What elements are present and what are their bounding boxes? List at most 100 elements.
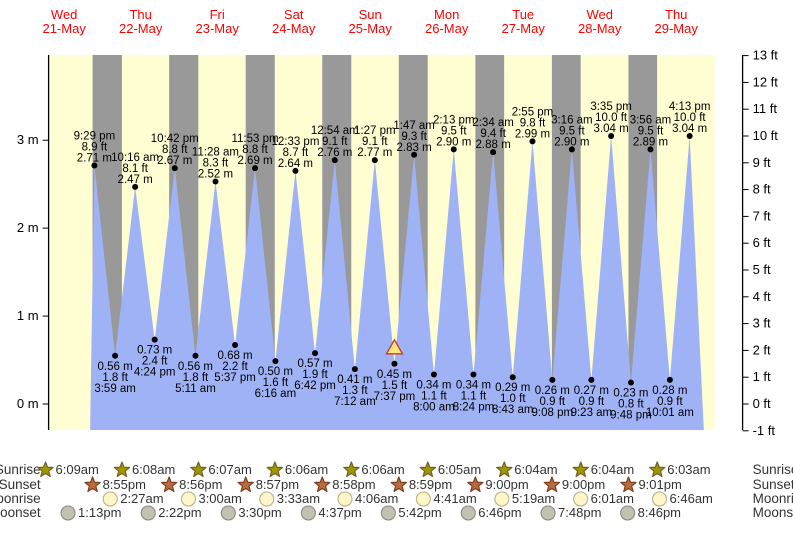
svg-text:6 ft: 6 ft bbox=[753, 235, 771, 250]
svg-text:2.88 m: 2.88 m bbox=[476, 139, 511, 151]
svg-text:7:37 pm: 7:37 pm bbox=[374, 391, 416, 403]
svg-text:3 ft: 3 ft bbox=[753, 316, 771, 331]
svg-text:26-May: 26-May bbox=[425, 21, 469, 36]
svg-text:1:13pm: 1:13pm bbox=[78, 505, 121, 520]
svg-text:6:04am: 6:04am bbox=[514, 462, 557, 477]
svg-text:7:48pm: 7:48pm bbox=[558, 505, 601, 520]
svg-text:6:46am: 6:46am bbox=[670, 491, 713, 506]
svg-text:4:24 pm: 4:24 pm bbox=[134, 367, 176, 379]
svg-text:3:33am: 3:33am bbox=[277, 491, 320, 506]
svg-text:2.76 m: 2.76 m bbox=[317, 147, 352, 159]
svg-text:5 ft: 5 ft bbox=[753, 262, 771, 277]
svg-text:3.04 m: 3.04 m bbox=[672, 123, 707, 135]
svg-text:Sunset: Sunset bbox=[0, 477, 41, 492]
svg-text:2.89 m: 2.89 m bbox=[633, 136, 668, 148]
svg-text:2.52 m: 2.52 m bbox=[198, 169, 233, 181]
svg-text:3:59 am: 3:59 am bbox=[94, 383, 136, 395]
svg-text:24-May: 24-May bbox=[272, 21, 316, 36]
svg-text:3.04 m: 3.04 m bbox=[594, 123, 629, 135]
svg-text:9:01pm: 9:01pm bbox=[638, 477, 681, 492]
svg-text:12 ft: 12 ft bbox=[753, 74, 779, 89]
svg-text:8:59pm: 8:59pm bbox=[409, 477, 452, 492]
svg-text:Sat: Sat bbox=[284, 7, 304, 22]
svg-text:2.90 m: 2.90 m bbox=[554, 136, 589, 148]
svg-text:22-May: 22-May bbox=[119, 21, 163, 36]
svg-text:2.83 m: 2.83 m bbox=[397, 142, 432, 154]
svg-text:Thu: Thu bbox=[129, 7, 151, 22]
svg-text:8:00 am: 8:00 am bbox=[413, 402, 455, 414]
svg-text:7 ft: 7 ft bbox=[753, 208, 771, 223]
svg-text:9:08 pm: 9:08 pm bbox=[532, 407, 574, 419]
svg-text:2.47 m: 2.47 m bbox=[118, 174, 153, 186]
svg-text:8:55pm: 8:55pm bbox=[103, 477, 146, 492]
svg-text:8:56pm: 8:56pm bbox=[179, 477, 222, 492]
svg-text:5:42pm: 5:42pm bbox=[398, 505, 441, 520]
svg-text:5:19am: 5:19am bbox=[512, 491, 555, 506]
svg-text:10:01 am: 10:01 am bbox=[646, 407, 694, 419]
svg-text:Moonset: Moonset bbox=[753, 505, 793, 520]
svg-text:2 ft: 2 ft bbox=[753, 342, 771, 357]
svg-text:6:08am: 6:08am bbox=[132, 462, 175, 477]
svg-text:2.71 m: 2.71 m bbox=[77, 152, 112, 164]
svg-text:13 ft: 13 ft bbox=[753, 48, 779, 63]
svg-text:0 m: 0 m bbox=[17, 396, 39, 411]
svg-text:8:46pm: 8:46pm bbox=[638, 505, 681, 520]
svg-text:9:23 am: 9:23 am bbox=[571, 407, 613, 419]
svg-text:3:30pm: 3:30pm bbox=[238, 505, 281, 520]
svg-text:9:00pm: 9:00pm bbox=[485, 477, 528, 492]
svg-text:6:06am: 6:06am bbox=[361, 462, 404, 477]
svg-text:Sunrise: Sunrise bbox=[0, 462, 41, 477]
svg-text:4:06am: 4:06am bbox=[355, 491, 398, 506]
svg-text:25-May: 25-May bbox=[349, 21, 393, 36]
svg-text:6:46pm: 6:46pm bbox=[478, 505, 521, 520]
svg-text:6:09am: 6:09am bbox=[56, 462, 99, 477]
svg-text:Mon: Mon bbox=[434, 7, 459, 22]
svg-text:3 m: 3 m bbox=[17, 132, 39, 147]
svg-text:Fri: Fri bbox=[210, 7, 225, 22]
svg-text:Moonrise: Moonrise bbox=[0, 491, 41, 506]
svg-text:2:22pm: 2:22pm bbox=[158, 505, 201, 520]
svg-text:3:00am: 3:00am bbox=[198, 491, 241, 506]
svg-text:2.77 m: 2.77 m bbox=[357, 147, 392, 159]
svg-text:8 ft: 8 ft bbox=[753, 182, 771, 197]
svg-text:1 ft: 1 ft bbox=[753, 369, 771, 384]
svg-text:-1 ft: -1 ft bbox=[753, 423, 776, 438]
svg-text:8:43 am: 8:43 am bbox=[492, 404, 534, 416]
svg-text:4 ft: 4 ft bbox=[753, 289, 771, 304]
svg-text:1 m: 1 m bbox=[17, 308, 39, 323]
svg-text:5:37 pm: 5:37 pm bbox=[214, 372, 256, 384]
svg-text:9:00pm: 9:00pm bbox=[562, 477, 605, 492]
svg-text:Sunrise: Sunrise bbox=[753, 462, 793, 477]
svg-text:2.99 m: 2.99 m bbox=[515, 128, 550, 140]
svg-text:5:11 am: 5:11 am bbox=[175, 383, 216, 395]
svg-text:8:57pm: 8:57pm bbox=[256, 477, 299, 492]
svg-text:0 ft: 0 ft bbox=[753, 396, 771, 411]
svg-text:8:58pm: 8:58pm bbox=[332, 477, 375, 492]
svg-text:7:12 am: 7:12 am bbox=[334, 396, 376, 408]
svg-text:8:24 pm: 8:24 pm bbox=[453, 402, 495, 414]
svg-text:9 ft: 9 ft bbox=[753, 155, 771, 170]
svg-text:6:01am: 6:01am bbox=[591, 491, 634, 506]
svg-text:28-May: 28-May bbox=[578, 21, 622, 36]
svg-text:2 m: 2 m bbox=[17, 220, 39, 235]
svg-text:6:07am: 6:07am bbox=[208, 462, 251, 477]
svg-text:6:06am: 6:06am bbox=[285, 462, 328, 477]
svg-text:4:41am: 4:41am bbox=[433, 491, 476, 506]
svg-text:11 ft: 11 ft bbox=[753, 101, 778, 116]
svg-text:6:04am: 6:04am bbox=[591, 462, 634, 477]
svg-text:Tue: Tue bbox=[512, 7, 534, 22]
svg-text:Thu: Thu bbox=[665, 7, 687, 22]
svg-text:10 ft: 10 ft bbox=[753, 128, 779, 143]
svg-text:6:03am: 6:03am bbox=[667, 462, 710, 477]
svg-text:29-May: 29-May bbox=[655, 21, 699, 36]
svg-text:27-May: 27-May bbox=[502, 21, 546, 36]
svg-text:6:42 pm: 6:42 pm bbox=[294, 380, 336, 392]
svg-text:6:05am: 6:05am bbox=[438, 462, 481, 477]
svg-text:Moonset: Moonset bbox=[0, 505, 41, 520]
svg-text:6:16 am: 6:16 am bbox=[255, 388, 297, 400]
svg-text:2.67 m: 2.67 m bbox=[157, 155, 192, 167]
svg-text:2:27am: 2:27am bbox=[120, 491, 163, 506]
svg-text:4:37pm: 4:37pm bbox=[318, 505, 361, 520]
svg-text:2.90 m: 2.90 m bbox=[436, 136, 471, 148]
svg-text:Wed: Wed bbox=[51, 7, 78, 22]
